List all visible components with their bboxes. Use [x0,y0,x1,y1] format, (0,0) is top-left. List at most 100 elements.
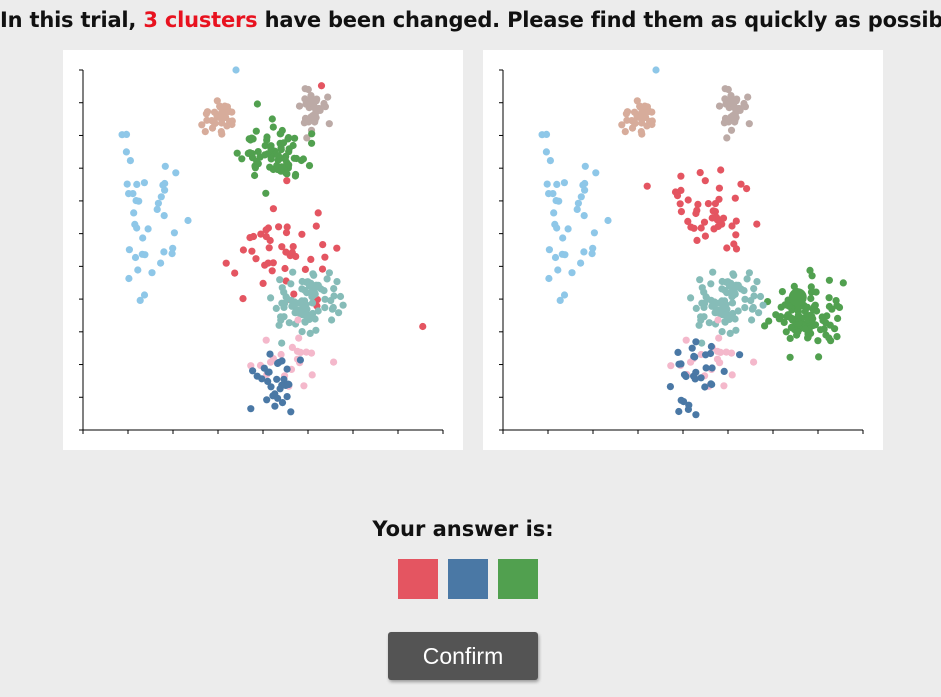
data-point-lightblue [125,246,133,254]
confirm-button[interactable]: Confirm [388,632,538,680]
data-point-teal [280,303,288,311]
data-point-pink [295,334,303,342]
data-point-red [248,247,256,255]
data-point-pink [750,358,758,366]
data-point-blue [736,351,744,359]
data-point-red [684,217,692,225]
data-point-lightblue [172,169,180,177]
data-point-peach [618,121,626,129]
data-point-red [708,214,716,222]
data-point-green [790,282,798,290]
data-point-teal [301,318,309,326]
data-point-red [731,194,739,202]
data-point-green [825,276,833,284]
data-point-peach [641,102,649,110]
data-point-teal [712,306,720,315]
data-point-green [804,334,812,342]
data-point-lightblue [568,269,576,277]
data-point-red [732,245,741,253]
data-point-lightblue [552,197,560,205]
series-blue [247,350,304,416]
data-point-lightblue [138,250,146,258]
data-point-red [333,244,341,252]
data-point-teal [302,311,310,319]
data-point-green [285,161,293,169]
data-point-lightblue [542,148,550,156]
data-point-green [252,127,260,135]
data-point-gray [301,114,310,122]
data-point-pink [716,359,724,367]
data-point-green [811,321,820,329]
data-point-green [292,154,301,163]
data-point-blue [247,405,255,413]
series-teal [687,268,767,347]
data-point-blue [266,350,274,358]
series-lightblue [118,66,240,304]
data-point-red [732,231,740,239]
data-point-blue [283,393,291,401]
data-point-green [814,337,822,345]
data-point-green [794,328,802,336]
data-point-peach [628,117,636,125]
data-point-green [832,297,840,305]
data-point-green [827,337,835,345]
data-point-lightblue [134,266,142,274]
data-point-red [246,234,254,242]
data-point-lightblue [550,209,558,217]
data-point-teal [697,313,705,321]
series-blue [666,338,744,419]
series-red [222,82,427,331]
data-point-green [245,135,253,143]
data-point-lightblue [545,246,553,254]
data-point-green [254,148,262,156]
data-point-red [222,259,230,267]
data-point-peach [622,110,630,118]
data-point-lightblue [122,148,130,156]
series-gray [715,85,753,142]
data-point-teal [325,269,333,277]
data-point-green [801,325,809,333]
answer-swatch-blue[interactable] [448,559,488,599]
data-point-green [269,123,277,131]
data-point-teal [333,278,341,286]
data-point-teal [698,284,706,292]
data-point-blue [701,383,709,391]
data-point-green [786,353,794,361]
data-point-red [283,177,291,185]
scatterplot-right[interactable] [483,50,883,450]
data-point-pink [277,350,285,359]
data-point-red [732,217,740,225]
data-point-gray [325,120,333,128]
data-point-teal [321,295,329,303]
data-point-red [268,267,276,275]
data-point-teal [705,319,713,327]
data-point-teal [730,271,738,279]
data-point-red [709,207,717,215]
data-point-teal [335,309,343,317]
data-point-pink [715,334,723,342]
answer-swatch-green[interactable] [498,559,538,599]
data-point-blue [264,368,272,376]
data-point-red [275,223,283,231]
scatterplot-left[interactable] [63,50,463,450]
data-point-green [780,318,788,326]
data-point-peach [638,108,646,116]
data-point-lightblue [556,296,564,304]
data-point-teal [330,292,338,300]
data-point-gray [723,134,731,142]
scatterplot-right-svg[interactable] [483,50,883,450]
instruction-prefix: In this trial, [0,8,144,32]
answer-swatch-red[interactable] [398,559,438,599]
data-point-lightblue [589,244,597,252]
data-point-peach [218,108,226,116]
data-point-lightblue [581,186,589,194]
scatterplot-left-svg[interactable] [63,50,463,450]
axes [79,69,444,434]
data-point-teal [723,289,731,297]
data-point-blue [263,396,271,404]
data-point-blue [691,375,699,383]
data-point-teal [312,326,320,334]
data-point-lightblue [148,269,156,277]
data-point-red [723,244,731,252]
data-point-blue [249,367,257,375]
